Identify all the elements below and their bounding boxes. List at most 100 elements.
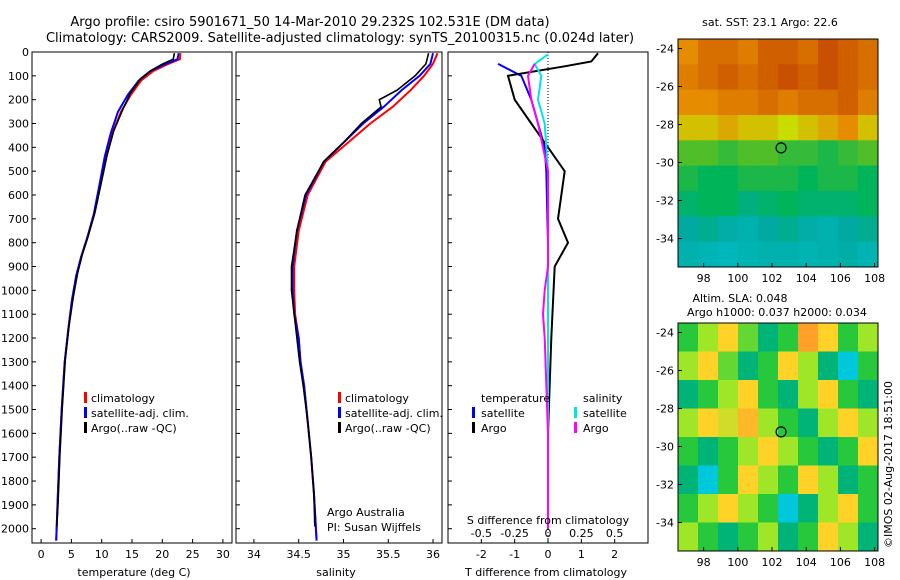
- heatmap-cell: [718, 39, 739, 65]
- depth-tick-label: 1600: [1, 427, 29, 440]
- heatmap-cell: [758, 165, 779, 192]
- x-tick-label: 35: [336, 548, 350, 561]
- legend-salinity-title: salinity: [583, 392, 623, 405]
- sst-map-title: sat. SST: 23.1 Argo: 22.6: [702, 16, 838, 29]
- heatmap-cell: [798, 380, 819, 409]
- heatmap-cell: [778, 437, 799, 466]
- heatmap-cell: [838, 465, 859, 495]
- lat-tick-label: -34: [656, 517, 674, 530]
- depth-tick-label: 700: [8, 213, 29, 226]
- salinity-plot: 34 34.5 35 35.5 36: [247, 52, 440, 561]
- heatmap-cell: [698, 64, 719, 91]
- depth-tick-label: 1400: [1, 380, 29, 393]
- heatmap-cell: [818, 39, 839, 65]
- heatmap-cell: [778, 89, 799, 116]
- legend-s-satellite: satellite: [583, 407, 627, 420]
- heatmap-cell: [838, 39, 859, 65]
- heatmap-cell: [798, 165, 819, 192]
- heatmap-cell: [678, 522, 699, 552]
- heatmap-cell: [798, 64, 819, 91]
- top-tick-label: -0.25: [500, 527, 528, 540]
- heatmap-cell: [858, 216, 879, 243]
- heatmap-cell: [698, 323, 719, 352]
- heatmap-cell: [718, 408, 739, 438]
- depth-tick-label: 1300: [1, 356, 29, 369]
- lat-tick-label: -30: [656, 157, 674, 170]
- heatmap-cell: [858, 522, 879, 552]
- heatmap-cell: [778, 465, 799, 495]
- heatmap-cell: [778, 191, 799, 217]
- legend-satellite: satellite-adj. clim.: [91, 407, 189, 420]
- heatmap-cell: [838, 216, 859, 243]
- x-tick-label: -1: [509, 548, 520, 561]
- heatmap-cell: [678, 465, 699, 495]
- heatmap-cell: [758, 140, 779, 167]
- heatmap-cell: [678, 408, 699, 438]
- legend-swatch-argo: [84, 422, 87, 433]
- legend-swatch-climatology: [84, 392, 87, 403]
- difference-top-xlabel: S difference from climatology: [467, 514, 630, 527]
- sla-map-title-2: Argo h1000: 0.037 h2000: 0.034: [687, 306, 867, 319]
- heatmap-cell: [818, 89, 839, 116]
- heatmap-cell: [818, 522, 839, 552]
- heatmap-cell: [758, 437, 779, 466]
- x-tick-label: 0: [545, 548, 552, 561]
- imos-credit: ©IMOS 02-Aug-2017 18:51:00: [882, 381, 895, 548]
- heatmap-cell: [798, 115, 819, 141]
- heatmap-cell: [818, 165, 839, 192]
- heatmap-cell: [678, 380, 699, 409]
- legend-swatch-argo: [338, 422, 341, 433]
- heatmap-cell: [718, 323, 739, 352]
- top-tick-label: -0.5: [471, 527, 492, 540]
- heatmap-cell: [798, 323, 819, 352]
- top-tick-label: 0.25: [569, 527, 594, 540]
- lat-tick-label: -28: [656, 403, 674, 416]
- difference-legend: temperature salinity satellite Argo sate…: [472, 392, 627, 435]
- heatmap-cell: [698, 437, 719, 466]
- depth-tick-label: 400: [8, 141, 29, 154]
- heatmap-cell: [698, 351, 719, 381]
- heatmap-cell: [778, 522, 799, 552]
- heatmap-cell: [758, 494, 779, 523]
- title-line-1: Argo profile: csiro 5901671_50 14-Mar-20…: [70, 15, 549, 30]
- heatmap-cell: [818, 465, 839, 495]
- depth-axis: 0 100 200 300 400 500 600 700 800 900 1000 1100 1200…: [1, 46, 452, 536]
- depth-tick-label: 600: [8, 189, 29, 202]
- heatmap-cell: [858, 140, 879, 167]
- series-line-satellite: [55, 53, 180, 541]
- heatmap-cell: [698, 494, 719, 523]
- lat-tick-label: -34: [656, 233, 674, 246]
- heatmap-cell: [698, 89, 719, 116]
- heatmap-cell: [818, 64, 839, 91]
- lon-tick-label: 106: [830, 556, 851, 569]
- heatmap-cell: [678, 241, 699, 268]
- temperature-panel-frame: [31, 51, 233, 544]
- heatmap-cell: [718, 216, 739, 243]
- sla-map: 98 100 102 104 106 108 -24 -26 -28 -30 -32 -34: [656, 322, 885, 569]
- x-tick-label: 10: [95, 548, 109, 561]
- legend-swatch-s-satellite: [574, 407, 577, 418]
- difference-xlabel: T difference from climatology: [464, 566, 627, 579]
- lat-tick-label: -32: [656, 195, 674, 208]
- heatmap-cell: [718, 165, 739, 192]
- heatmap-cell: [818, 115, 839, 141]
- series-line-climatology: [55, 53, 182, 541]
- heatmap-cell: [818, 494, 839, 523]
- legend-t-argo: Argo: [481, 422, 507, 435]
- heatmap-cell: [718, 437, 739, 466]
- heatmap-cell: [838, 115, 859, 141]
- heatmap-cell: [778, 64, 799, 91]
- heatmap-cell: [698, 115, 719, 141]
- top-tick-label: 0.5: [606, 527, 624, 540]
- legend-swatch-satellite: [84, 407, 87, 418]
- legend-climatology: climatology: [345, 392, 409, 405]
- x-tick-label: -2: [476, 548, 487, 561]
- lat-tick-label: -24: [656, 43, 674, 56]
- heatmap-cell: [758, 39, 779, 65]
- heatmap-cell: [838, 494, 859, 523]
- legend-argo: Argo(..raw -QC): [91, 422, 177, 435]
- lon-tick-label: 98: [697, 272, 711, 285]
- heatmap-cell: [758, 465, 779, 495]
- heatmap-cell: [758, 115, 779, 141]
- heatmap-cell: [738, 115, 759, 141]
